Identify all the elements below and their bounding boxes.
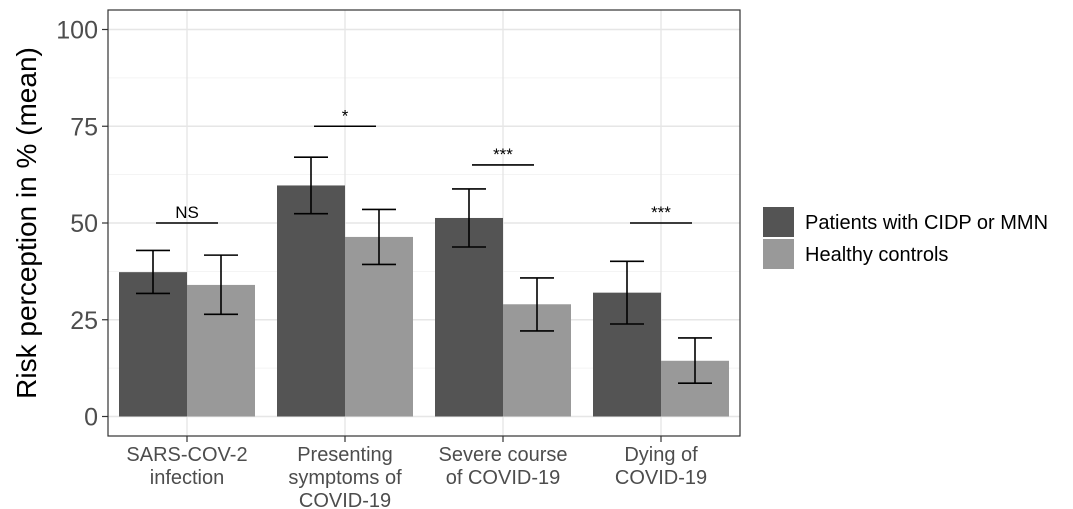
error-bar-series1-cat0: [204, 254, 238, 316]
y-axis: 0 25 50 75 100: [56, 17, 108, 432]
error-bars: [136, 156, 712, 385]
error-bar-series1-cat3: [678, 337, 712, 385]
x-tick-label: SARS-COV-2: [126, 444, 247, 466]
bar-series0-cat2: [435, 217, 503, 417]
legend-label: Healthy controls: [805, 244, 948, 266]
bar-series0-cat1: [277, 185, 345, 417]
y-tick-label: 0: [84, 404, 98, 432]
bar-series0-cat0: [119, 272, 187, 417]
x-tick-label: Presenting: [297, 444, 393, 466]
x-tick-label: symptoms of: [288, 467, 402, 489]
significance-label: *: [342, 106, 349, 125]
y-axis-title: Risk perception in % (mean): [11, 47, 42, 399]
y-tick-label: 100: [56, 17, 98, 45]
error-bar-series1-cat1: [362, 208, 396, 266]
legend: Patients with CIDP or MMN Healthy control…: [763, 207, 1048, 269]
significance-label: ***: [651, 203, 671, 222]
legend-label: Patients with CIDP or MMN: [805, 212, 1048, 234]
x-tick-label: infection: [150, 467, 225, 489]
x-tick-label: COVID-19: [299, 490, 391, 509]
y-tick-label: 75: [70, 113, 98, 141]
bars: [119, 185, 729, 417]
error-bar-series0-cat3: [610, 260, 644, 325]
bar-series1-cat1: [345, 236, 413, 417]
error-bar-series0-cat2: [452, 188, 486, 248]
error-bar-series0-cat1: [294, 156, 328, 215]
legend-swatch: [763, 239, 794, 269]
x-tick-label: Severe course: [439, 444, 568, 466]
x-tick-label: COVID-19: [615, 467, 707, 489]
legend-swatch: [763, 207, 794, 237]
significance-annotations: NS*******: [156, 106, 692, 224]
y-tick-label: 50: [70, 210, 98, 238]
error-bar-series1-cat2: [520, 277, 554, 332]
x-tick-label: of COVID-19: [446, 467, 560, 489]
significance-label: ***: [493, 145, 513, 164]
y-tick-label: 25: [70, 307, 98, 335]
significance-label: NS: [175, 203, 199, 222]
x-tick-label: Dying of: [624, 444, 698, 466]
error-bar-series0-cat0: [136, 249, 170, 295]
